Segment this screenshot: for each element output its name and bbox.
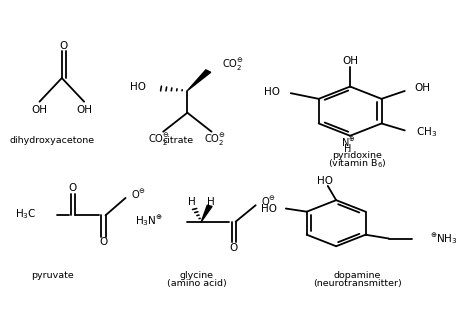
Text: pyridoxine: pyridoxine <box>332 152 382 160</box>
Polygon shape <box>187 70 211 91</box>
Text: OH: OH <box>414 83 430 94</box>
Text: HO: HO <box>264 87 280 97</box>
Text: H$_3$N$^{\oplus}$: H$_3$N$^{\oplus}$ <box>135 214 163 229</box>
Text: H: H <box>344 144 351 154</box>
Text: $^{\oplus}$NH$_3$: $^{\oplus}$NH$_3$ <box>430 231 457 246</box>
Text: O: O <box>69 184 77 193</box>
Text: dopamine: dopamine <box>333 271 381 280</box>
Text: OH: OH <box>76 105 92 114</box>
Text: O: O <box>99 237 107 247</box>
Text: (vitamin B$_6$): (vitamin B$_6$) <box>328 158 386 170</box>
Text: N$^{\oplus}$: N$^{\oplus}$ <box>341 136 355 149</box>
Text: dihydroxyacetone: dihydroxyacetone <box>10 136 95 145</box>
Polygon shape <box>201 205 212 222</box>
Text: HO: HO <box>317 176 333 185</box>
Text: OH: OH <box>31 105 47 114</box>
Text: H$_3$C: H$_3$C <box>15 207 36 221</box>
Text: CH$_3$: CH$_3$ <box>416 126 438 139</box>
Text: CO$_2^{\ominus}$: CO$_2^{\ominus}$ <box>204 132 227 148</box>
Text: H: H <box>207 197 215 207</box>
Text: HO: HO <box>129 82 146 93</box>
Text: HO: HO <box>261 204 276 214</box>
Text: CO$_2^{\ominus}$: CO$_2^{\ominus}$ <box>222 57 245 74</box>
Text: H: H <box>188 197 196 207</box>
Text: pyruvate: pyruvate <box>31 271 74 280</box>
Text: citrate: citrate <box>163 136 193 145</box>
Text: (amino acid): (amino acid) <box>167 279 227 288</box>
Text: O$^{\ominus}$: O$^{\ominus}$ <box>131 188 146 201</box>
Text: (neurotransmitter): (neurotransmitter) <box>313 279 401 288</box>
Text: O: O <box>229 243 237 253</box>
Text: OH: OH <box>342 56 358 66</box>
Text: glycine: glycine <box>180 271 214 280</box>
Text: O: O <box>60 41 68 50</box>
Text: O$^{\ominus}$: O$^{\ominus}$ <box>261 195 276 208</box>
Text: CO$_2^{\ominus}$: CO$_2^{\ominus}$ <box>148 132 171 148</box>
